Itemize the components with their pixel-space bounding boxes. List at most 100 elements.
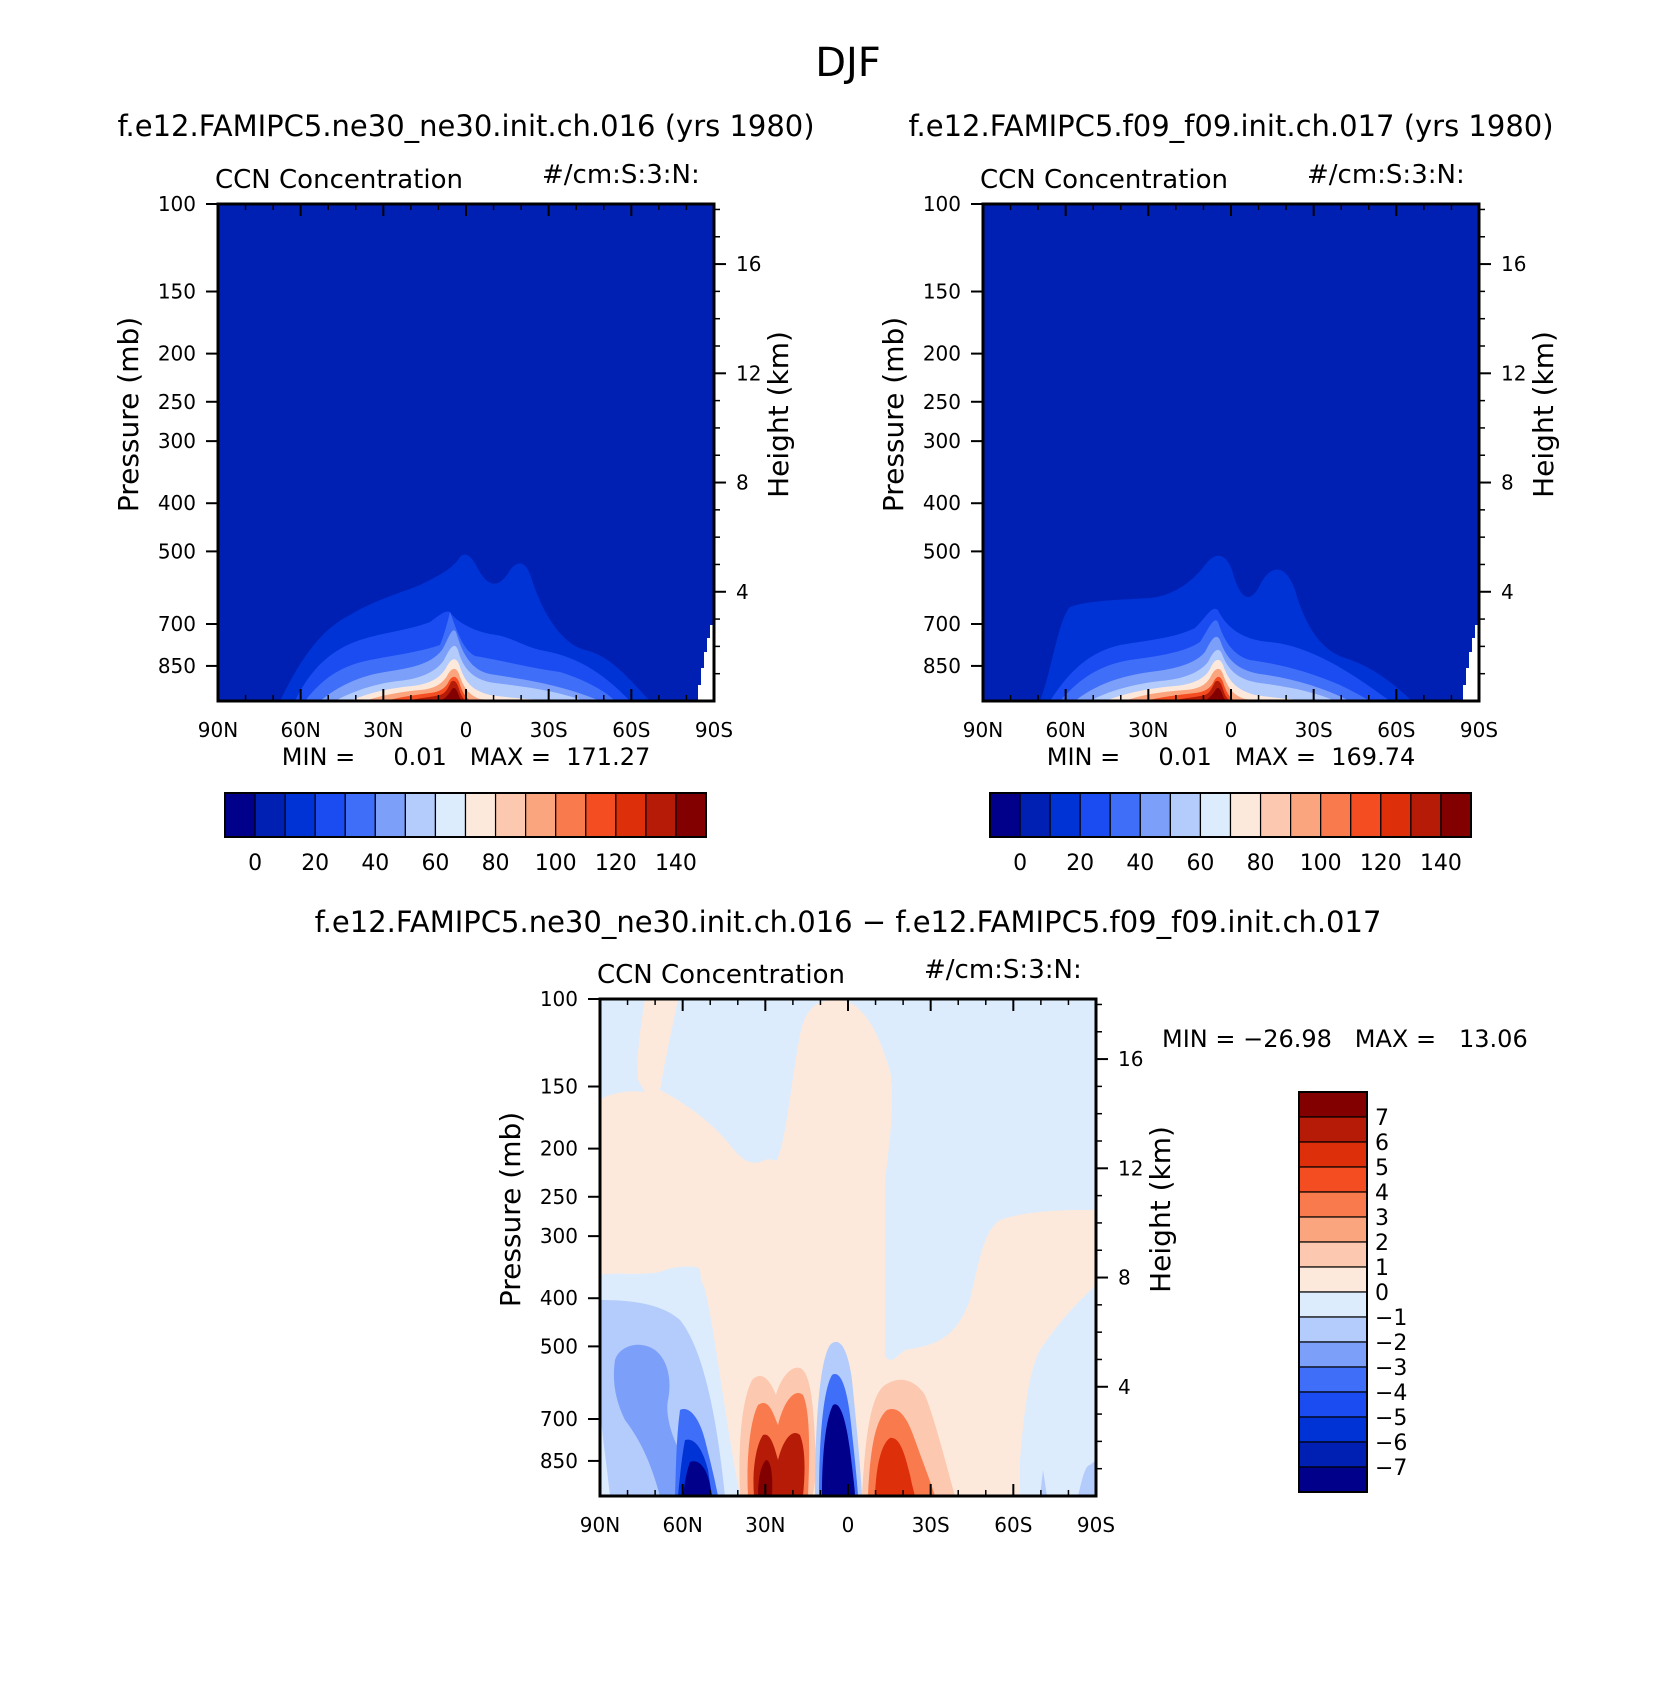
panel-b-colorbar-label: 0 bbox=[1013, 851, 1027, 876]
panel-b-y-tick-label: 250 bbox=[923, 390, 961, 414]
panel-c-colorbar-label: −7 bbox=[1375, 1456, 1407, 1481]
panel-b-y-tick-label: 300 bbox=[923, 429, 961, 453]
panel-a-x-tick-label: 60S bbox=[612, 718, 650, 742]
panel-b-band-160 bbox=[1204, 687, 1228, 701]
panel-c-stats: MIN = −26.98 MAX = 13.06 bbox=[1162, 1025, 1528, 1053]
panel-c-colorbar-label: 7 bbox=[1375, 1106, 1389, 1131]
panel-c-right-axis-title: Height (km) bbox=[1144, 1126, 1177, 1293]
panel-c-x-tick-label: 30N bbox=[745, 1513, 785, 1537]
panel-b-colorbar-swatch bbox=[1259, 792, 1292, 838]
panel-c-y-tick-label: 250 bbox=[540, 1185, 578, 1209]
panel-c-x-tick-label: 60S bbox=[994, 1513, 1032, 1537]
panel-a: f.e12.FAMIPC5.ne30_ne30.init.ch.016 (yrs… bbox=[112, 109, 815, 876]
panel-b-colorbar-label: 140 bbox=[1420, 851, 1462, 876]
panel-a-y-tick-label: 300 bbox=[158, 429, 196, 453]
panel-c-colorbar-swatch bbox=[1298, 1341, 1368, 1368]
panel-c-height-tick-label: 8 bbox=[1118, 1266, 1131, 1290]
panel-c-colorbar-label: −6 bbox=[1375, 1431, 1407, 1456]
panel-a-x-tick-label: 0 bbox=[460, 718, 473, 742]
panel-b-colorbar-label: 120 bbox=[1360, 851, 1402, 876]
panel-c-colorbar-swatch bbox=[1298, 1366, 1368, 1393]
panel-b-height-tick-label: 12 bbox=[1501, 361, 1526, 385]
panel-c-colorbar-frame bbox=[1298, 1091, 1368, 1493]
panel-b-variable-label: CCN Concentration bbox=[980, 165, 1228, 195]
panel-c-x-tick-label: 30S bbox=[912, 1513, 950, 1537]
panel-a-x-tick-label: 30N bbox=[363, 718, 403, 742]
panel-b-colorbar-frame bbox=[989, 792, 1472, 838]
panel-c-colorbar-swatch bbox=[1298, 1466, 1368, 1493]
panel-c-colorbar-label: −2 bbox=[1375, 1331, 1407, 1356]
panel-b-x-tick-label: 60N bbox=[1045, 718, 1085, 742]
panel-c-colorbar-label: 0 bbox=[1375, 1281, 1389, 1306]
panel-c-y-tick-label: 200 bbox=[540, 1137, 578, 1161]
panel-c-negative-column-equator-core bbox=[822, 1404, 855, 1496]
panel-c-y-tick-label: 300 bbox=[540, 1224, 578, 1248]
panel-a-y-tick-label: 200 bbox=[158, 342, 196, 366]
panel-a-band-160 bbox=[440, 687, 464, 701]
panel-a-colorbar-label: 60 bbox=[421, 851, 449, 876]
panel-c-y-tick-label: 850 bbox=[540, 1449, 578, 1473]
panel-a-colorbar-label: 0 bbox=[248, 851, 262, 876]
panel-a-colorbar-label: 120 bbox=[595, 851, 637, 876]
panel-b-stats: MIN = 0.01 MAX = 169.74 bbox=[1047, 743, 1415, 771]
panel-a-variable-label: CCN Concentration bbox=[215, 165, 463, 195]
panel-b-colorbar-swatch bbox=[989, 792, 1021, 838]
panel-b-colorbar-swatch bbox=[1079, 792, 1111, 838]
panel-b-field bbox=[983, 204, 1479, 701]
panel-b-y-tick-label: 200 bbox=[923, 342, 961, 366]
panel-a-height-tick-label: 12 bbox=[736, 361, 761, 385]
panel-a-colorbar-swatch bbox=[224, 792, 256, 838]
panel-c-colorbar-label: 2 bbox=[1375, 1231, 1389, 1256]
panel-a-colorbar-swatch bbox=[254, 792, 286, 838]
panel-a-units-label: #/cm:S:3:N: bbox=[542, 160, 700, 190]
panel-a-colorbar-swatch bbox=[374, 792, 406, 838]
panel-c-positive-upper-region bbox=[600, 999, 1096, 1496]
panel-b-colorbar-swatch bbox=[1410, 792, 1442, 838]
panel-a-colorbar-swatch bbox=[585, 792, 617, 838]
panel-b-colorbar-swatch bbox=[1199, 792, 1232, 838]
panel-c-positive-column-north-peak bbox=[758, 1460, 773, 1496]
panel-b-colorbar-swatch bbox=[1320, 792, 1352, 838]
panel-c-units-label: #/cm:S:3:N: bbox=[924, 955, 1082, 985]
panel-a-colorbar-frame bbox=[224, 792, 707, 838]
panel-c-colorbar-swatch bbox=[1298, 1216, 1368, 1243]
panel-c-y-tick-label: 150 bbox=[540, 1075, 578, 1099]
panel-a-right-axis-title: Height (km) bbox=[762, 331, 795, 498]
panel-a-y-axis-title: Pressure (mb) bbox=[112, 317, 145, 512]
panel-c-negative-band-7 bbox=[683, 1461, 712, 1496]
panel-c-x-tick-label: 90S bbox=[1077, 1513, 1115, 1537]
panel-c-colorbar-swatch bbox=[1298, 1416, 1368, 1443]
panel-c-variable-label: CCN Concentration bbox=[597, 960, 845, 990]
panel-b-missing-data bbox=[1463, 625, 1479, 701]
panel-a-y-tick-label: 400 bbox=[158, 491, 196, 515]
panel-a-height-tick-label: 4 bbox=[736, 580, 749, 604]
panel-b-band-100 bbox=[1125, 668, 1270, 701]
panel-b-colorbar-swatch bbox=[1169, 792, 1202, 838]
panel-b-colorbar-swatch bbox=[1380, 792, 1412, 838]
panel-c-positive-column-south-core bbox=[875, 1437, 915, 1496]
panel-c-y-axis-title: Pressure (mb) bbox=[494, 1112, 527, 1307]
panel-b-title: f.e12.FAMIPC5.f09_f09.init.ch.017 (yrs 1… bbox=[908, 109, 1553, 143]
panel-a-colorbar-swatch bbox=[555, 792, 587, 838]
panel-c-colorbar-label: 3 bbox=[1375, 1206, 1389, 1231]
panel-c-y-tick-label: 500 bbox=[540, 1334, 578, 1358]
panel-a-x-tick-label: 90S bbox=[695, 718, 733, 742]
panel-a-y-tick-label: 150 bbox=[158, 280, 196, 304]
panel-b-y-axis-title: Pressure (mb) bbox=[877, 317, 910, 512]
panel-c-height-tick-label: 16 bbox=[1118, 1047, 1143, 1071]
panel-c-colorbar-label: 4 bbox=[1375, 1181, 1389, 1206]
panel-a-colorbar-swatch bbox=[434, 792, 467, 838]
panel-a-y-tick-label: 850 bbox=[158, 654, 196, 678]
panel-c-y-tick-label: 700 bbox=[540, 1407, 578, 1431]
panel-c-y-tick-label: 100 bbox=[540, 987, 578, 1011]
panel-a-missing-data bbox=[698, 625, 714, 701]
panel-b-y-tick-label: 500 bbox=[923, 539, 961, 563]
panel-c-y-tick-label: 400 bbox=[540, 1286, 578, 1310]
panel-b-y-tick-label: 400 bbox=[923, 491, 961, 515]
panel-a-stats: MIN = 0.01 MAX = 171.27 bbox=[282, 743, 650, 771]
panel-c: f.e12.FAMIPC5.ne30_ne30.init.ch.016 − f.… bbox=[315, 905, 1528, 1537]
panel-c-colorbar-swatch bbox=[1298, 1241, 1368, 1268]
panel-c-height-tick-label: 4 bbox=[1118, 1375, 1131, 1399]
panel-a-colorbar-swatch bbox=[675, 792, 707, 838]
